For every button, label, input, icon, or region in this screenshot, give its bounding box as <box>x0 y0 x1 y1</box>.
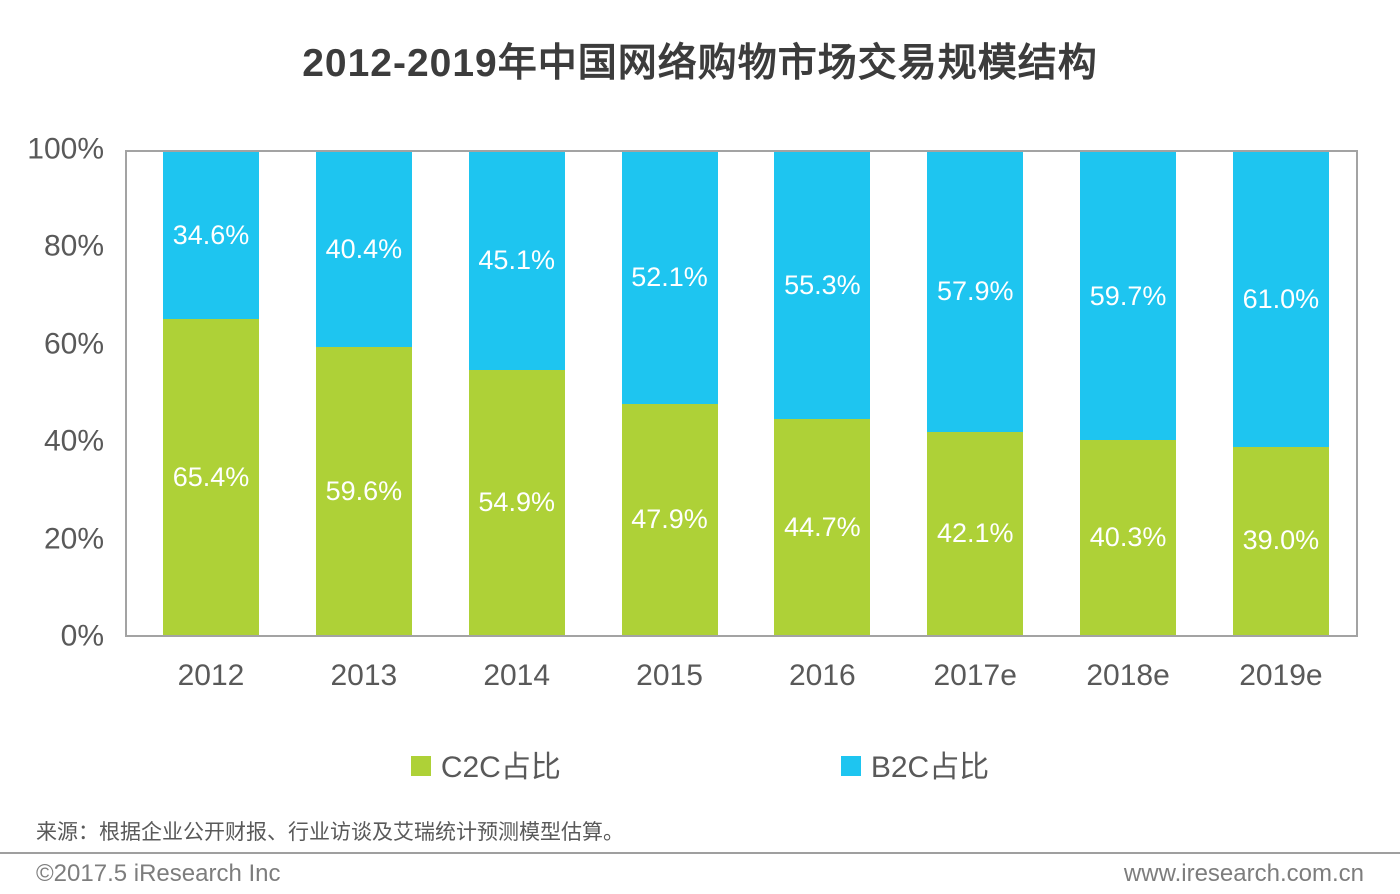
bar-segment-c2c: 42.1% <box>927 431 1024 635</box>
x-axis-category-label: 2017e <box>933 659 1017 692</box>
bar-segment-c2c: 54.9% <box>468 369 565 635</box>
bar-value-label: 55.3% <box>784 270 861 301</box>
y-axis-tick-label: 40% <box>43 424 104 458</box>
bar-value-label: 65.4% <box>172 461 250 492</box>
source-note: 来源：根据企业公开财报、行业访谈及艾瑞统计预测模型估算。 <box>36 821 624 844</box>
y-axis-tick-label: 80% <box>43 229 104 263</box>
legend-item: B2C占比 <box>840 742 990 786</box>
bar-value-label: 47.9% <box>631 503 708 534</box>
copyright-text: ©2017.5 iResearch Inc <box>36 860 281 887</box>
bar-group: 34.6% 65.4% 2012 <box>163 152 259 692</box>
y-axis-tick-label: 0% <box>60 619 104 653</box>
bar-group: 57.9% 42.1% 2017e <box>927 152 1024 692</box>
bar-segment-b2c: 61.0% <box>1232 152 1329 447</box>
bar-value-label: 59.7% <box>1089 280 1167 311</box>
bar-segment-b2c: 55.3% <box>774 152 871 420</box>
bar-group: 61.0% 39.0% 2019e <box>1232 152 1329 692</box>
footer-divider <box>0 852 1400 854</box>
bar-value-label: 42.1% <box>936 517 1014 548</box>
bar-segment-b2c: 57.9% <box>927 152 1024 432</box>
bar-value-label: 39.0% <box>1242 525 1320 556</box>
bar-value-label: 52.1% <box>631 262 708 293</box>
x-axis-category-label: 2019e <box>1239 659 1323 692</box>
bar-value-label: 57.9% <box>936 276 1014 307</box>
legend-swatch-icon <box>410 756 431 776</box>
bar-segment-b2c: 45.1% <box>468 152 565 370</box>
bar-segment-b2c: 52.1% <box>621 152 718 404</box>
x-axis-category-label: 2013 <box>330 659 398 692</box>
y-axis-tick-label: 100% <box>27 132 104 166</box>
bar-group: 52.1% 47.9% 2015 <box>621 152 718 692</box>
y-axis-tick-label: 20% <box>43 521 104 555</box>
bar-segment-c2c: 59.6% <box>315 347 412 635</box>
bar-value-label: 61.0% <box>1242 283 1320 314</box>
website-url: www.iresearch.com.cn <box>1123 860 1364 887</box>
bar-segment-c2c: 40.3% <box>1080 440 1177 635</box>
bar-value-label: 40.4% <box>325 234 403 265</box>
legend-swatch-icon <box>840 756 861 776</box>
bar-segment-c2c: 65.4% <box>163 319 259 635</box>
bar-group: 59.7% 40.3% 2018e <box>1080 152 1177 692</box>
bar-segment-c2c: 44.7% <box>774 419 871 635</box>
chart-title: 2012-2019年中国网络购物市场交易规模结构 <box>302 42 1098 85</box>
x-axis-category-label: 2014 <box>483 659 551 692</box>
bar-group: 55.3% 44.7% 2016 <box>774 152 871 692</box>
plot-area: 34.6% 65.4% 2012 40.4% 59.6% 2013 45.1% 54.9% 20… <box>125 150 1358 692</box>
legend-label: C2C占比 <box>440 751 561 784</box>
bar-segment-b2c: 40.4% <box>315 152 412 348</box>
bar-segment-c2c: 47.9% <box>621 403 718 635</box>
bar-segment-b2c: 59.7% <box>1080 152 1177 441</box>
x-axis-category-label: 2015 <box>636 659 703 692</box>
bar-group: 40.4% 59.6% 2013 <box>315 152 412 692</box>
x-axis-category-label: 2016 <box>789 659 856 692</box>
x-axis-category-label: 2018e <box>1086 659 1170 692</box>
bar-value-label: 45.1% <box>478 245 555 276</box>
legend: C2C占比 B2C占比 <box>0 742 1400 786</box>
x-axis-category-label: 2012 <box>177 659 245 692</box>
bar-value-label: 40.3% <box>1089 522 1167 553</box>
y-axis: 0% 20% 40% 60% 80% 100% <box>0 0 104 894</box>
footer: ©2017.5 iResearch Inc www.iresearch.com.… <box>36 860 1364 888</box>
bar-value-label: 34.6% <box>172 220 250 251</box>
legend-label: B2C占比 <box>870 751 990 784</box>
y-axis-tick-label: 60% <box>43 327 104 361</box>
bar-value-label: 44.7% <box>784 511 861 542</box>
legend-item: C2C占比 <box>410 742 561 786</box>
bar-value-label: 59.6% <box>325 475 403 506</box>
bar-segment-c2c: 39.0% <box>1232 446 1329 635</box>
bar-value-label: 54.9% <box>478 486 555 517</box>
bar-segment-b2c: 34.6% <box>163 152 259 320</box>
bar-group: 45.1% 54.9% 2014 <box>468 152 565 692</box>
